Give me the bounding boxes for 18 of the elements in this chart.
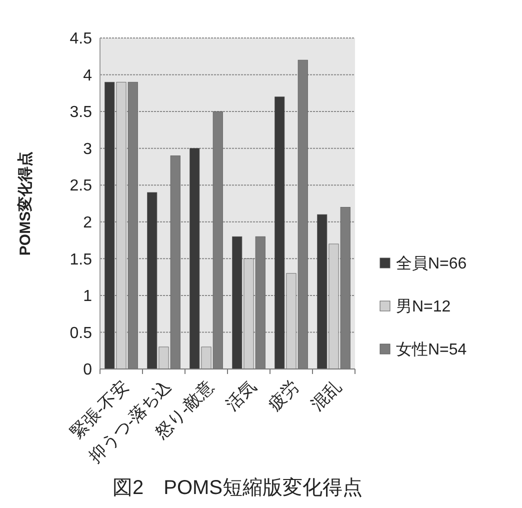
y-tick-label: 2 bbox=[83, 214, 92, 232]
y-tick-label: 1.5 bbox=[70, 251, 92, 268]
legend-label: 男N=12 bbox=[396, 298, 451, 316]
x-tick-label: 疲労 bbox=[265, 376, 302, 414]
y-axis-title: POMS変化得点 bbox=[16, 151, 34, 256]
text: 図2 POMS短縮版変化得点 bbox=[112, 476, 363, 499]
y-tick-label: 0.5 bbox=[70, 324, 92, 342]
x-tick-label: 活気 bbox=[222, 376, 260, 414]
legend-label: 全員N=66 bbox=[396, 256, 467, 273]
y-tick-label: 4 bbox=[83, 67, 92, 84]
y-tick-label: 1 bbox=[83, 288, 92, 306]
y-tick-label: 3 bbox=[83, 140, 92, 158]
y-tick-label: 2.5 bbox=[70, 178, 92, 195]
y-tick-label: 3.5 bbox=[70, 104, 92, 122]
y-tick-label: 4.5 bbox=[70, 30, 92, 48]
x-tick-label: 混乱 bbox=[308, 376, 345, 414]
y-tick-label: 0 bbox=[83, 362, 92, 379]
legend-label: 女性N=54 bbox=[396, 342, 467, 359]
